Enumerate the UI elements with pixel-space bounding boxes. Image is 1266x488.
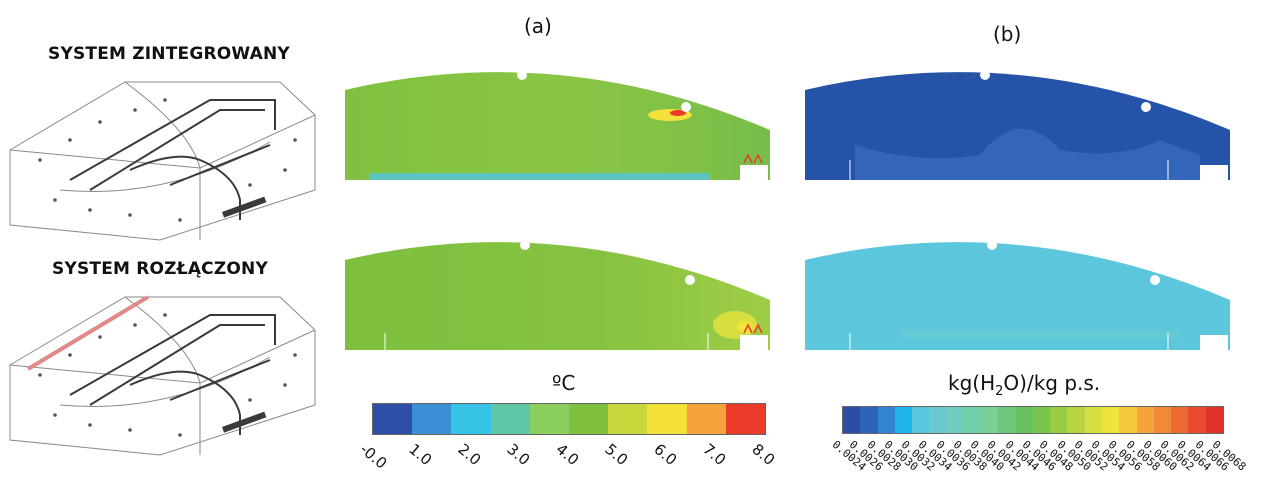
colorbar-segment (963, 407, 982, 433)
colorbar-segment (686, 404, 726, 434)
tick-label: 7.0 (699, 440, 730, 470)
colorbar-segment (998, 407, 1016, 433)
colorbar-segment (608, 404, 648, 434)
tick-label: 5.0 (601, 440, 632, 470)
colorbar-segment (373, 404, 413, 434)
colorbar-segment (725, 404, 766, 434)
tick-label: 8.0 (748, 440, 779, 470)
row-label-integrated: SYSTEM ZINTEGROWANY (48, 44, 290, 64)
column-label-b: (b) (993, 22, 1022, 46)
humidity-colorbar (842, 406, 1224, 434)
colorbar-segment (1050, 407, 1068, 433)
schematic-separated (9, 295, 316, 456)
temperature-field-separated (345, 240, 770, 350)
colorbar-segment (1205, 407, 1223, 433)
colorbar-segment (946, 407, 964, 433)
tick-label: 1.0 (405, 440, 436, 470)
colorbar-segment (894, 407, 913, 433)
colorbar-segment (981, 407, 999, 433)
schematic-integrated (9, 81, 316, 241)
row-label-separated: SYSTEM ROZŁĄCZONY (52, 259, 268, 279)
humidity-field-separated (805, 240, 1230, 350)
temperature-field-integrated (345, 70, 770, 180)
humidity-unit-label: kg(H2O)/kg p.s. (948, 371, 1101, 399)
colorbar-segment (929, 407, 947, 433)
humidity-tick-labels: 0.0024 0.0026 0.0028 0.0030 0.0032 0.0034 0.00… (830, 438, 1249, 486)
colorbar-segment (1153, 407, 1172, 433)
colorbar-segment (1171, 407, 1189, 433)
colorbar-segment (412, 404, 452, 434)
colorbar-segment (1015, 407, 1033, 433)
humidity-field-integrated (805, 70, 1230, 180)
colorbar-segment (451, 404, 491, 434)
tick-label: 4.0 (552, 440, 583, 470)
colorbar-segment (860, 407, 878, 433)
colorbar-segment (1119, 407, 1137, 433)
tick-label: -0.0 (356, 440, 391, 473)
heating-pipe-line (26, 295, 150, 371)
colorbar-segment (1101, 407, 1120, 433)
colorbar-segment (877, 407, 895, 433)
tick-label: 2.0 (454, 440, 485, 470)
colorbar-segment (1136, 407, 1154, 433)
colorbar-segment (1067, 407, 1085, 433)
colorbar-segment (1188, 407, 1206, 433)
colorbar-segment (1084, 407, 1102, 433)
colorbar-segment (529, 404, 570, 434)
colorbar-segment (912, 407, 930, 433)
temperature-colorbar (372, 403, 766, 435)
colorbar-segment (490, 404, 530, 434)
temperature-tick-labels: -0.0 1.0 2.0 3.0 4.0 5.0 6.0 7.0 8.0 (356, 440, 778, 480)
colorbar-segment (843, 407, 861, 433)
colorbar-segment (647, 404, 687, 434)
column-label-a: (a) (524, 14, 552, 38)
tick-label: 6.0 (650, 440, 681, 470)
colorbar-segment (1032, 407, 1051, 433)
colorbar-segment (569, 404, 609, 434)
temperature-unit-label: ºC (552, 371, 576, 395)
tick-label: 3.0 (503, 440, 534, 470)
